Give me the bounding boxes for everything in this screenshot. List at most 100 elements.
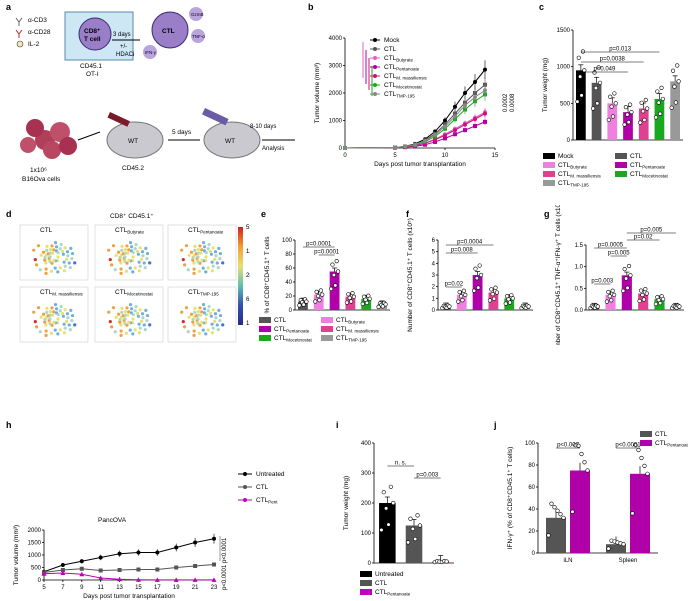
tsne-point bbox=[140, 257, 144, 261]
y-axis-label: % of CD8⁺CD45.1⁺ T cells bbox=[264, 236, 271, 314]
legend-label: CTLButyrate bbox=[384, 55, 414, 63]
data-point bbox=[644, 291, 649, 296]
data-point bbox=[317, 298, 322, 303]
data-point bbox=[98, 555, 103, 560]
tsne-point bbox=[34, 263, 39, 267]
data-point bbox=[117, 576, 123, 582]
data-point bbox=[592, 70, 597, 75]
tsne-point bbox=[33, 258, 37, 262]
legend-label: CTL bbox=[655, 431, 668, 438]
legend-swatch bbox=[321, 326, 333, 332]
tsne-point bbox=[181, 258, 185, 262]
chart-b: 0 1000 2000 3000 4000 Tumor volume (mm³) 0 5 10 1… bbox=[314, 36, 516, 168]
panel-label: a bbox=[6, 2, 12, 12]
data-point bbox=[463, 122, 467, 127]
data-point bbox=[478, 272, 484, 278]
tsne-point bbox=[114, 315, 118, 319]
tsne-point bbox=[131, 312, 135, 317]
tsne-point bbox=[213, 257, 217, 261]
y-tick-label: 4000 bbox=[329, 36, 343, 42]
tsne-point bbox=[206, 266, 210, 270]
ctl-label: CTL bbox=[162, 28, 175, 35]
tsne-point bbox=[196, 247, 200, 252]
tumor-cluster-icon bbox=[20, 119, 77, 159]
data-point bbox=[79, 571, 85, 577]
data-point bbox=[331, 272, 336, 278]
tsne-point bbox=[210, 322, 214, 326]
data-point bbox=[613, 101, 618, 106]
color-scale-bar bbox=[238, 227, 243, 325]
data-point bbox=[489, 287, 494, 292]
legend-label: CTL bbox=[384, 46, 397, 53]
tsne-point bbox=[197, 269, 202, 273]
tsne-point bbox=[65, 257, 69, 261]
series-line bbox=[43, 538, 215, 573]
data-point bbox=[381, 490, 386, 495]
tsne-point bbox=[213, 250, 218, 254]
tsne-point bbox=[216, 328, 220, 332]
tsne-point bbox=[113, 330, 117, 334]
y-tick-label: 4 bbox=[432, 261, 436, 267]
data-point bbox=[405, 540, 411, 545]
y-tick-label: 3000 bbox=[329, 64, 343, 70]
y-tick-label: 300 bbox=[361, 471, 372, 477]
data-point bbox=[642, 117, 647, 122]
data-point bbox=[653, 301, 658, 307]
tsne-point bbox=[128, 303, 133, 307]
panel-i: i 0 100 200 300 400 Tumor weight (mg) n. s. p=0… bbox=[330, 418, 490, 601]
legend-marker bbox=[373, 65, 377, 69]
data-point bbox=[621, 288, 626, 294]
chart-h: PancOVA 0 500 1000 1500 2000 Tumor volume (mm… bbox=[13, 471, 285, 600]
p-value: p=0.0001 bbox=[314, 250, 340, 256]
tsne-point bbox=[207, 305, 211, 309]
tsne-point bbox=[137, 260, 141, 264]
data-point bbox=[453, 128, 457, 133]
chart-c: 0 500 1000 1500 Tumor weight (mg) p=0.013 p=0.… bbox=[542, 28, 683, 188]
tsne-point bbox=[134, 305, 138, 309]
tsne-point bbox=[58, 247, 62, 251]
tsne-point bbox=[204, 250, 208, 255]
legend-label: CTLPentanoate bbox=[274, 326, 310, 334]
legend-label: CTLTMP-195 bbox=[384, 91, 415, 99]
tsne-point bbox=[108, 320, 112, 324]
panel-c: c 0 500 1000 1500 Tumor weight (mg) p=0.013 p=… bbox=[535, 0, 688, 200]
data-point bbox=[79, 566, 84, 571]
tsne-point bbox=[135, 249, 140, 254]
data-point bbox=[320, 292, 325, 297]
y-tick-label: 0 bbox=[339, 146, 343, 152]
tsne-point bbox=[192, 323, 196, 327]
legend-swatch bbox=[543, 180, 555, 186]
p-value: p=0.02 bbox=[445, 282, 464, 288]
panel-j: j 0 20 40 60 80 100 IFN-γ⁺ (% of CD8⁺CD45.1⁺ T… bbox=[490, 418, 688, 601]
data-point bbox=[578, 74, 583, 79]
data-point bbox=[457, 290, 462, 295]
data-point bbox=[415, 513, 420, 518]
tsne-point bbox=[198, 306, 202, 310]
tsne-point bbox=[198, 244, 202, 248]
mouse-icon bbox=[203, 121, 261, 159]
bar bbox=[456, 294, 467, 310]
tsne-frame bbox=[167, 286, 237, 343]
culture-step2: +/- bbox=[120, 44, 127, 50]
data-point bbox=[453, 132, 457, 137]
tsne-point bbox=[62, 331, 66, 335]
il2-icon bbox=[16, 40, 24, 48]
y-tick-label: 40 bbox=[528, 507, 535, 513]
legend-marker bbox=[373, 38, 377, 42]
tsne-point bbox=[135, 311, 140, 316]
tsne-point bbox=[131, 250, 135, 255]
legend-label: CTLM. massiliensis bbox=[336, 326, 380, 334]
bar bbox=[623, 112, 633, 140]
data-point bbox=[621, 542, 626, 547]
data-point bbox=[60, 570, 66, 575]
tsne-point bbox=[199, 313, 203, 317]
tsne-point bbox=[136, 314, 141, 318]
data-point bbox=[676, 79, 681, 84]
p-value: p=0.02 bbox=[634, 235, 653, 241]
legend-swatch bbox=[259, 326, 271, 332]
tsne-point bbox=[51, 251, 55, 255]
legend-swatch bbox=[360, 571, 372, 577]
data-point bbox=[477, 263, 482, 268]
data-point bbox=[622, 122, 627, 127]
tsne-point bbox=[191, 320, 195, 324]
